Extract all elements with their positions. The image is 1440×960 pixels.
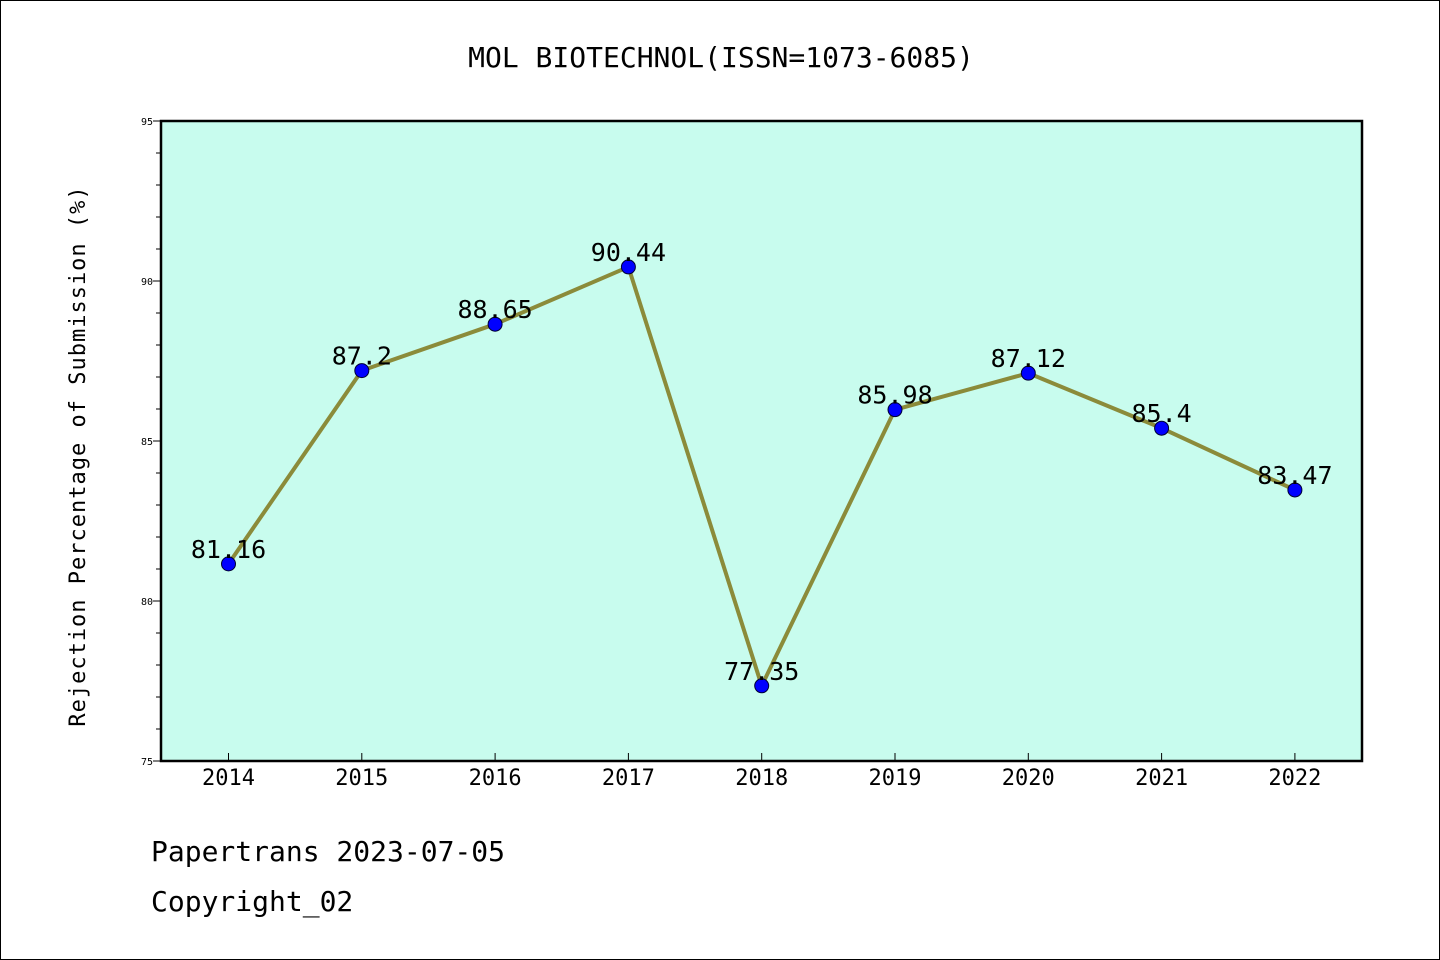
x-tick-label: 2015 bbox=[335, 766, 388, 791]
data-label: 87.2 bbox=[332, 342, 392, 371]
data-label: 87.12 bbox=[991, 344, 1066, 373]
y-tick-label: 75 bbox=[141, 757, 153, 768]
x-tick-label: 2020 bbox=[1002, 766, 1055, 791]
data-point bbox=[487, 316, 503, 332]
data-label: 90.44 bbox=[591, 238, 666, 267]
data-label: 81.16 bbox=[191, 535, 266, 564]
data-point bbox=[1287, 482, 1303, 498]
plot-area bbox=[161, 121, 1362, 761]
y-tick-label: 95 bbox=[141, 117, 153, 128]
x-tick-label: 2021 bbox=[1135, 766, 1188, 791]
y-axis: 75 80 85 90 95 bbox=[141, 117, 161, 768]
data-point bbox=[754, 678, 770, 694]
y-tick-label: 90 bbox=[141, 277, 153, 288]
data-point bbox=[620, 259, 636, 275]
data-label: 88.65 bbox=[457, 295, 532, 324]
data-point bbox=[1154, 420, 1170, 436]
data-point bbox=[887, 402, 903, 418]
x-tick-label: 2016 bbox=[469, 766, 522, 791]
chart-title: MOL BIOTECHNOL(ISSN=1073-6085) bbox=[468, 41, 974, 74]
x-tick-label: 2017 bbox=[602, 766, 655, 791]
data-point bbox=[221, 556, 236, 572]
footer-copyright: Copyright_02 bbox=[151, 885, 354, 918]
data-points bbox=[221, 259, 1303, 694]
data-label: 85.98 bbox=[857, 381, 932, 410]
x-tick-label: 2018 bbox=[735, 766, 788, 791]
y-tick-label: 80 bbox=[141, 597, 153, 608]
x-tick-label: 2019 bbox=[869, 766, 922, 791]
y-axis-label: Rejection Percentage of Submission (%) bbox=[66, 185, 91, 726]
y-tick-label: 85 bbox=[141, 437, 153, 448]
data-label: 77.35 bbox=[724, 657, 799, 686]
footer-credit: Papertrans 2023-07-05 bbox=[151, 835, 506, 868]
data-point bbox=[354, 363, 370, 379]
data-label: 85.4 bbox=[1131, 399, 1191, 428]
data-point bbox=[1020, 365, 1036, 381]
x-tick-label: 2014 bbox=[202, 766, 255, 791]
x-tick-label: 2022 bbox=[1268, 766, 1321, 791]
data-label: 83.47 bbox=[1257, 461, 1332, 490]
x-axis: 2014 2015 2016 2017 2018 2019 2020 2021 2022 bbox=[202, 753, 1321, 791]
data-labels: 81.16 87.2 88.65 90.44 77.35 85.98 87.12 85.4 83… bbox=[191, 238, 1333, 686]
plot-frame bbox=[159, 119, 1364, 763]
